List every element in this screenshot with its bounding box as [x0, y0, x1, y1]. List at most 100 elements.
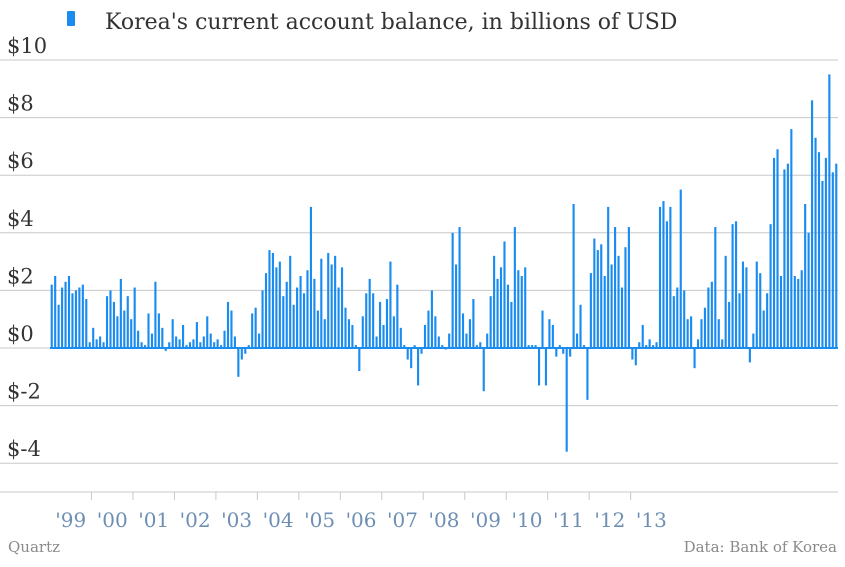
bar [175, 336, 178, 348]
y-tick-label: $-4 [7, 437, 41, 461]
bar [123, 310, 126, 348]
bar [378, 301, 382, 348]
bar [334, 255, 337, 348]
bar [430, 290, 433, 348]
bar [503, 241, 506, 348]
y-tick-label: $8 [7, 92, 34, 116]
bar [78, 287, 81, 348]
bar [565, 348, 568, 452]
bar [313, 278, 316, 348]
bar [534, 345, 537, 348]
bar [368, 278, 371, 348]
x-tick-label: '09 [470, 508, 501, 532]
y-tick-label: $10 [7, 34, 47, 58]
bar [64, 281, 67, 348]
bar [392, 316, 395, 348]
bar [558, 345, 561, 348]
bar [472, 299, 475, 348]
bar [223, 330, 226, 348]
bar [330, 264, 333, 348]
bar [748, 348, 751, 363]
bar [296, 287, 299, 348]
bar [652, 345, 655, 348]
gridlines [0, 59, 838, 464]
bar [669, 206, 672, 348]
bar [403, 345, 406, 348]
y-tick-label: $-2 [7, 380, 41, 404]
bar [645, 345, 648, 348]
bar [109, 290, 112, 348]
bar [520, 276, 523, 348]
bar [427, 310, 430, 348]
y-tick-label: $2 [7, 264, 34, 288]
bar [510, 301, 513, 348]
bar [216, 339, 219, 348]
bar [790, 129, 793, 348]
bar [264, 273, 268, 348]
bar [171, 319, 174, 348]
bar [731, 224, 734, 348]
credit-label: Quartz [8, 538, 61, 556]
y-tick-label: $0 [7, 322, 34, 346]
bar [596, 250, 599, 348]
bar [738, 293, 741, 348]
bar [461, 313, 465, 348]
bar [67, 276, 71, 348]
bar [468, 319, 471, 348]
bar [610, 264, 613, 348]
x-tick-label: '02 [180, 508, 211, 532]
bar [617, 255, 620, 348]
bar [268, 250, 271, 348]
bar [451, 232, 454, 348]
bar [372, 293, 375, 348]
y-axis-tick-labels: $10 $8 $6 $4 $2 $0 $-2 $-4 [7, 34, 47, 461]
bar [821, 180, 824, 348]
bar [327, 252, 330, 348]
bar [410, 348, 413, 369]
bar [105, 296, 109, 348]
bar [413, 345, 416, 348]
bar [185, 345, 188, 348]
bar [361, 316, 364, 348]
bar-series [50, 74, 838, 452]
bar [824, 157, 827, 348]
bar [150, 333, 154, 348]
bar [213, 342, 216, 348]
bar [347, 319, 351, 348]
bar [157, 313, 160, 348]
x-tick-label: '13 [636, 508, 667, 532]
bar [575, 333, 579, 348]
legend-label: Korea's current account balance, in bill… [105, 10, 677, 35]
bar [406, 348, 409, 360]
bar [686, 319, 689, 348]
bar [721, 339, 724, 348]
bar [524, 267, 527, 348]
bar [302, 293, 306, 348]
bar [745, 267, 748, 348]
bar [147, 313, 150, 348]
bar [614, 227, 617, 348]
bar [703, 307, 707, 348]
bar [551, 324, 554, 348]
bar [434, 316, 437, 348]
bar [676, 287, 679, 348]
bar [465, 333, 468, 348]
x-tick-label: '05 [304, 508, 335, 532]
bar [458, 227, 461, 348]
bar [437, 336, 440, 348]
bar [569, 348, 572, 357]
x-tick-label: '00 [97, 508, 128, 532]
legend: Korea's current account balance, in bill… [67, 10, 677, 35]
bar [54, 276, 57, 348]
bar [582, 345, 586, 348]
bar [620, 287, 624, 348]
bar [769, 224, 772, 348]
bar [420, 348, 423, 354]
bar [648, 339, 651, 348]
bar [195, 322, 198, 348]
bar [278, 261, 281, 348]
bar [199, 342, 202, 348]
bar [499, 267, 503, 348]
bar [337, 287, 340, 348]
